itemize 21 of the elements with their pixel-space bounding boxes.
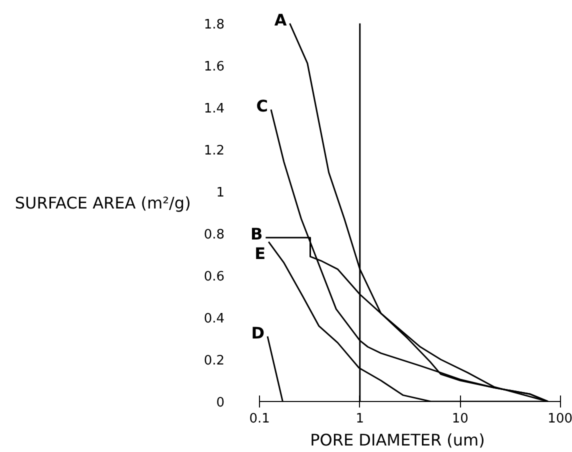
y-tick-label: 1.4 bbox=[204, 101, 225, 116]
y-axis-title: SURFACE AREA (m²/g) bbox=[14, 194, 191, 212]
x-tick-label: 0.1 bbox=[249, 412, 270, 426]
x-tick-label: 1 bbox=[356, 412, 364, 426]
series-label: D bbox=[251, 323, 265, 342]
x-tick-label: 100 bbox=[548, 412, 572, 426]
y-tick-label: 1.8 bbox=[204, 17, 225, 32]
y-tick-label: 1.6 bbox=[204, 59, 225, 74]
y-tick-label: 1.2 bbox=[204, 143, 225, 158]
y-tick-label: 0.4 bbox=[204, 311, 225, 326]
y-tick-label: 0.6 bbox=[204, 269, 225, 284]
y-tick-label: 0 bbox=[216, 396, 225, 410]
x-axis-title: PORE DIAMETER (um) bbox=[310, 430, 485, 450]
series-label: A bbox=[274, 10, 288, 30]
series-label: B bbox=[250, 224, 263, 244]
series-label: E bbox=[254, 244, 266, 263]
y-tick-label: 1 bbox=[216, 185, 225, 200]
y-tick-label: 0.2 bbox=[204, 353, 225, 368]
x-tick-label: 10 bbox=[452, 412, 468, 426]
series-label: C bbox=[256, 96, 268, 116]
y-tick-label: 0.8 bbox=[204, 227, 225, 242]
